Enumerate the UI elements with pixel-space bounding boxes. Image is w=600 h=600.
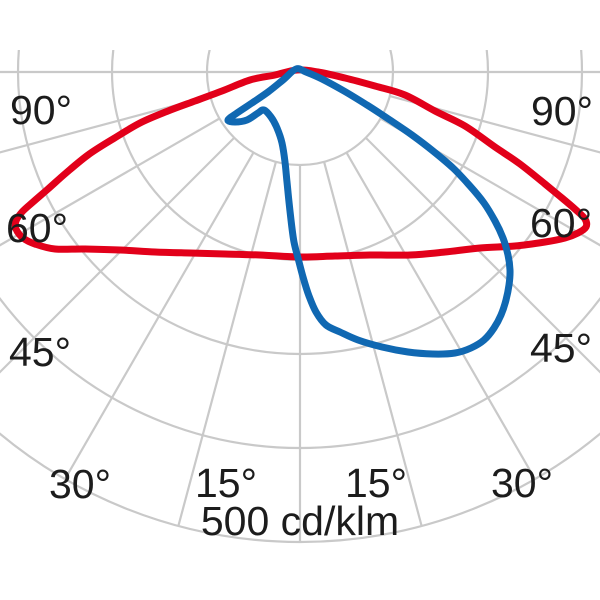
angle-label: 15° (345, 460, 407, 506)
angle-label: 90° (10, 87, 72, 133)
grid-spoke (177, 161, 277, 527)
red-curve (11, 66, 591, 261)
grid-spoke (389, 95, 600, 154)
blue-curve (224, 65, 514, 358)
unit-label: 500 cd/klm (201, 498, 399, 544)
angle-label: 45° (530, 325, 592, 371)
grid-spoke (364, 136, 600, 374)
grid-spoke (345, 151, 536, 480)
intensity-curves (11, 65, 591, 358)
grid-spoke (0, 136, 236, 374)
angle-label: 15° (195, 460, 257, 506)
angle-label: 60° (530, 200, 592, 246)
grid-spoke (0, 95, 211, 154)
grid-spoke (0, 117, 221, 247)
angle-label: 30° (49, 461, 111, 507)
axis-labels: 500 cd/klm 90° 60° 45° 30° 15° 15° 30° 45° 60° 90… (6, 87, 593, 544)
grid-spoke (64, 151, 255, 480)
angle-label: 30° (491, 460, 553, 506)
angle-label: 60° (6, 205, 68, 251)
angle-label: 90° (531, 88, 593, 134)
angle-label: 45° (9, 329, 71, 375)
